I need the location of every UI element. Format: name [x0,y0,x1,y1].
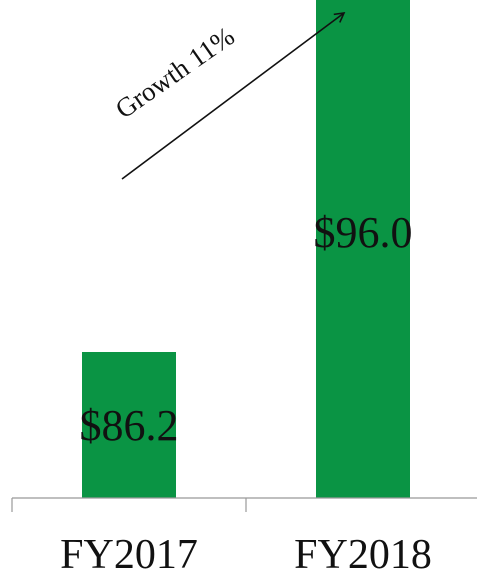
x-tick-label-fy2017: FY2017 [60,532,198,574]
growth-annotation: Growth 11% [110,21,240,125]
bar-fy2017 [82,352,176,498]
data-label-fy2017: $86.2 [80,401,179,450]
data-label-fy2018: $96.0 [314,208,413,257]
x-tick-labels: FY2017 FY2018 [60,532,432,574]
bars-group: $86.2 $96.0 [80,0,413,498]
bar-fy2018 [316,0,410,498]
x-tick-label-fy2018: FY2018 [294,532,432,574]
growth-arrow [121,12,346,180]
